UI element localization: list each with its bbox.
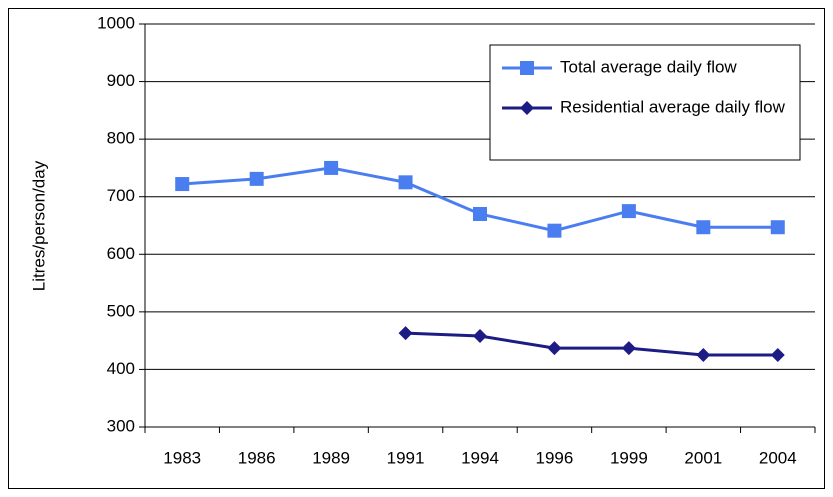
marker xyxy=(621,341,636,356)
marker xyxy=(324,160,339,175)
legend-label: Total average daily flow xyxy=(560,57,737,76)
y-tick-label: 1000 xyxy=(97,13,135,32)
marker xyxy=(473,329,487,344)
marker xyxy=(696,348,711,363)
marker xyxy=(621,204,636,219)
marker xyxy=(175,177,190,192)
x-tick-label: 1986 xyxy=(238,448,276,467)
marker xyxy=(398,326,413,341)
series-line xyxy=(182,166,778,233)
marker xyxy=(770,220,785,235)
x-tick-label: 2001 xyxy=(684,448,722,467)
y-tick-label: 900 xyxy=(107,71,135,90)
x-tick-label: 1996 xyxy=(536,448,574,467)
marker xyxy=(398,175,413,190)
marker xyxy=(696,220,711,235)
marker xyxy=(547,341,562,356)
x-tick-label: 1994 xyxy=(461,448,499,467)
x-tick-label: 1991 xyxy=(387,448,425,467)
marker xyxy=(547,223,562,238)
y-tick-label: 600 xyxy=(107,244,135,263)
chart-frame xyxy=(8,8,825,489)
marker xyxy=(520,101,534,115)
y-tick-label: 300 xyxy=(107,416,135,435)
y-tick-label: 400 xyxy=(107,359,135,378)
y-tick-label: 500 xyxy=(107,301,135,320)
marker xyxy=(473,206,487,221)
marker xyxy=(770,348,785,363)
y-tick-label: 700 xyxy=(107,186,135,205)
x-tick-label: 1999 xyxy=(610,448,648,467)
x-tick-label: 1989 xyxy=(312,448,350,467)
x-tick-label: 1983 xyxy=(163,448,201,467)
x-tick-label: 2004 xyxy=(759,448,797,467)
legend-box xyxy=(489,44,801,161)
marker xyxy=(520,61,534,75)
legend-label: Residential average daily flow xyxy=(560,97,786,116)
y-axis-label: Litres/person/day xyxy=(29,160,48,291)
series-line xyxy=(405,331,778,357)
marker xyxy=(249,171,264,186)
y-tick-label: 800 xyxy=(107,129,135,148)
